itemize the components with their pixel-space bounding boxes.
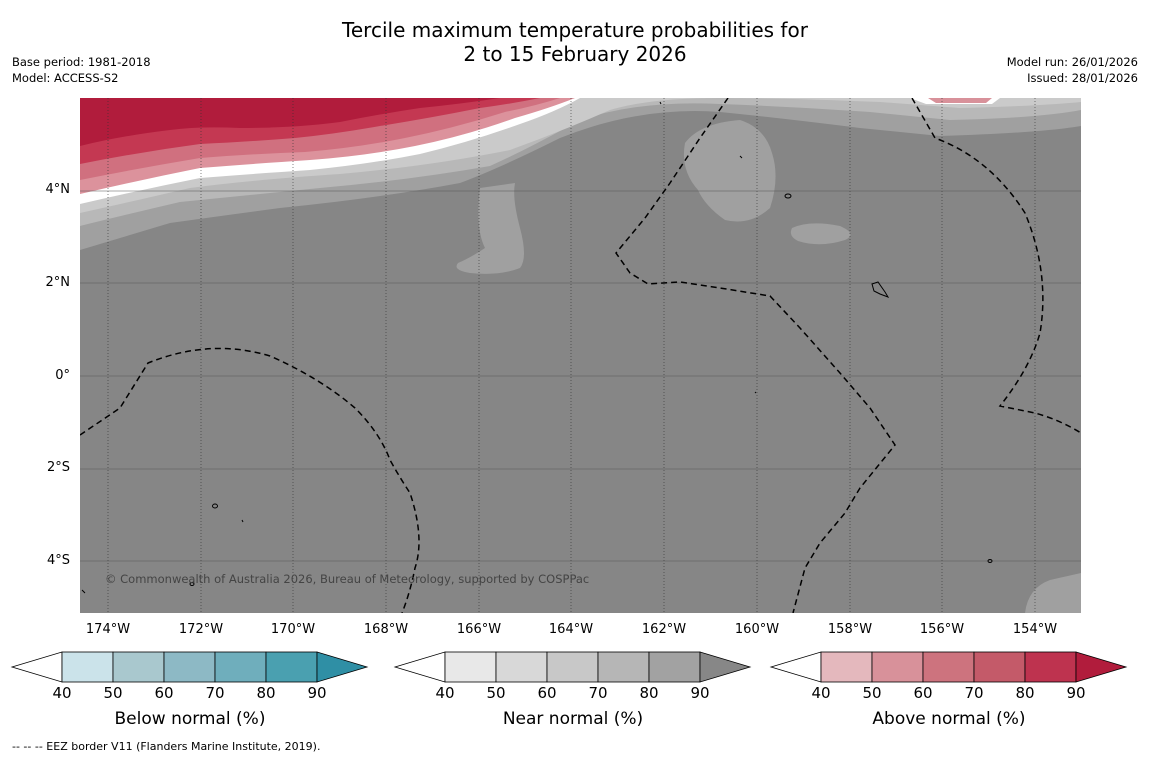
- near-normal-80-southeast: [1025, 573, 1081, 613]
- colorbar-segment: [163, 651, 216, 683]
- meta-right: Model run: 26/01/2026 Issued: 28/01/2026: [1007, 54, 1138, 86]
- colorbar-segment: [112, 651, 165, 683]
- colorbar-high-extend: [699, 651, 752, 683]
- eez-footnote: -- -- -- EEZ border V11 (Flanders Marine…: [12, 740, 321, 753]
- colorbar-title-near: Near normal (%): [502, 709, 644, 729]
- colorbar-tick-label: 50: [486, 684, 506, 702]
- above-normal-ne-patch-inner: [928, 98, 992, 103]
- near-normal-80-blob-north: [683, 120, 776, 222]
- islands: [81, 101, 993, 594]
- colorbar-low-extend: [10, 651, 63, 683]
- above-normal-90-region: [80, 98, 500, 146]
- colorbar-tick-label: 50: [103, 684, 123, 702]
- lat-label-0: 0°: [55, 368, 70, 383]
- model-name: Model: ACCESS-S2: [12, 71, 119, 85]
- copyright-notice: © Commonwealth of Australia 2026, Bureau…: [105, 572, 590, 586]
- lat-grid-lines: [80, 190, 1081, 562]
- colorbar-tick-label: 80: [256, 684, 276, 702]
- colorbar-tick-label: 40: [435, 684, 455, 702]
- colorbar-segment: [648, 651, 701, 683]
- colorbar-above-normal: [769, 651, 1128, 683]
- near-normal-80-blob-east: [790, 223, 851, 245]
- issued-date: Issued: 28/01/2026: [1027, 71, 1138, 85]
- map-svg: [80, 98, 1081, 613]
- colorbar-title-below: Below normal (%): [114, 709, 266, 729]
- meta-left: Base period: 1981-2018 Model: ACCESS-S2: [12, 54, 151, 86]
- lon-label-168w: 168°W: [363, 622, 409, 637]
- colorbar-segment: [871, 651, 924, 683]
- colorbar-segment: [922, 651, 975, 683]
- grid-lines: [107, 98, 1036, 613]
- colorbar-tick-label: 80: [639, 684, 659, 702]
- lat-label-4n: 4°N: [45, 182, 71, 197]
- colorbar-tick-label: 70: [964, 684, 984, 702]
- colorbar-tick-label: 60: [913, 684, 933, 702]
- colorbar-segment: [1024, 651, 1077, 683]
- colorbar-near-normal: [393, 651, 752, 683]
- colorbar-segment: [265, 651, 318, 683]
- colorbar-high-extend: [316, 651, 369, 683]
- colorbar-tick-label: 40: [52, 684, 72, 702]
- colorbar-segment: [444, 651, 497, 683]
- colorbar-low-extend: [769, 651, 822, 683]
- colorbar-low-extend: [393, 651, 446, 683]
- colorbar-segment: [973, 651, 1026, 683]
- lon-label-174w: 174°W: [85, 622, 131, 637]
- near-normal-80-plume: [456, 183, 524, 274]
- colorbar-tick-label: 50: [862, 684, 882, 702]
- colorbar-tick-label: 40: [811, 684, 831, 702]
- lon-label-158w: 158°W: [827, 622, 873, 637]
- lat-label-4s: 4°S: [46, 553, 70, 568]
- colorbar-tick-label: 90: [1066, 684, 1086, 702]
- lon-label-164w: 164°W: [548, 622, 594, 637]
- colorbar-segment: [546, 651, 599, 683]
- colorbars: [10, 651, 1128, 683]
- probability-map: [80, 98, 1081, 613]
- colorbar-tick-label: 60: [537, 684, 557, 702]
- colorbar-tick-label: 60: [154, 684, 174, 702]
- colorbar-tick-label: 90: [690, 684, 710, 702]
- colorbar-tick-label: 80: [1015, 684, 1035, 702]
- colorbar-segment: [214, 651, 267, 683]
- colorbar-high-extend: [1075, 651, 1128, 683]
- lon-label-160w: 160°W: [734, 622, 780, 637]
- colorbar-segment: [495, 651, 548, 683]
- eez-borders: [80, 98, 1081, 613]
- colorbar-segment: [820, 651, 873, 683]
- colorbar-segment: [61, 651, 114, 683]
- lon-label-166w: 166°W: [456, 622, 502, 637]
- model-run: Model run: 26/01/2026: [1006, 55, 1138, 69]
- colorbar-segment: [597, 651, 650, 683]
- title-line-2: 2 to 15 February 2026: [463, 42, 687, 66]
- chart-title: Tercile maximum temperature probabilitie…: [0, 18, 1150, 66]
- title-line-1: Tercile maximum temperature probabilitie…: [342, 18, 808, 42]
- base-period: Base period: 1981-2018: [12, 55, 151, 69]
- colorbar-tick-label: 70: [588, 684, 608, 702]
- lon-label-172w: 172°W: [178, 622, 224, 637]
- lat-label-2s: 2°S: [46, 460, 70, 475]
- lon-label-170w: 170°W: [270, 622, 316, 637]
- colorbar-title-above: Above normal (%): [872, 709, 1026, 729]
- colorbar-below-normal: [10, 651, 369, 683]
- colorbar-tick-label: 90: [307, 684, 327, 702]
- lon-label-162w: 162°W: [641, 622, 687, 637]
- lon-label-154w: 154°W: [1012, 622, 1058, 637]
- lat-label-2n: 2°N: [45, 275, 71, 290]
- colorbar-tick-label: 70: [205, 684, 225, 702]
- lon-label-156w: 156°W: [919, 622, 965, 637]
